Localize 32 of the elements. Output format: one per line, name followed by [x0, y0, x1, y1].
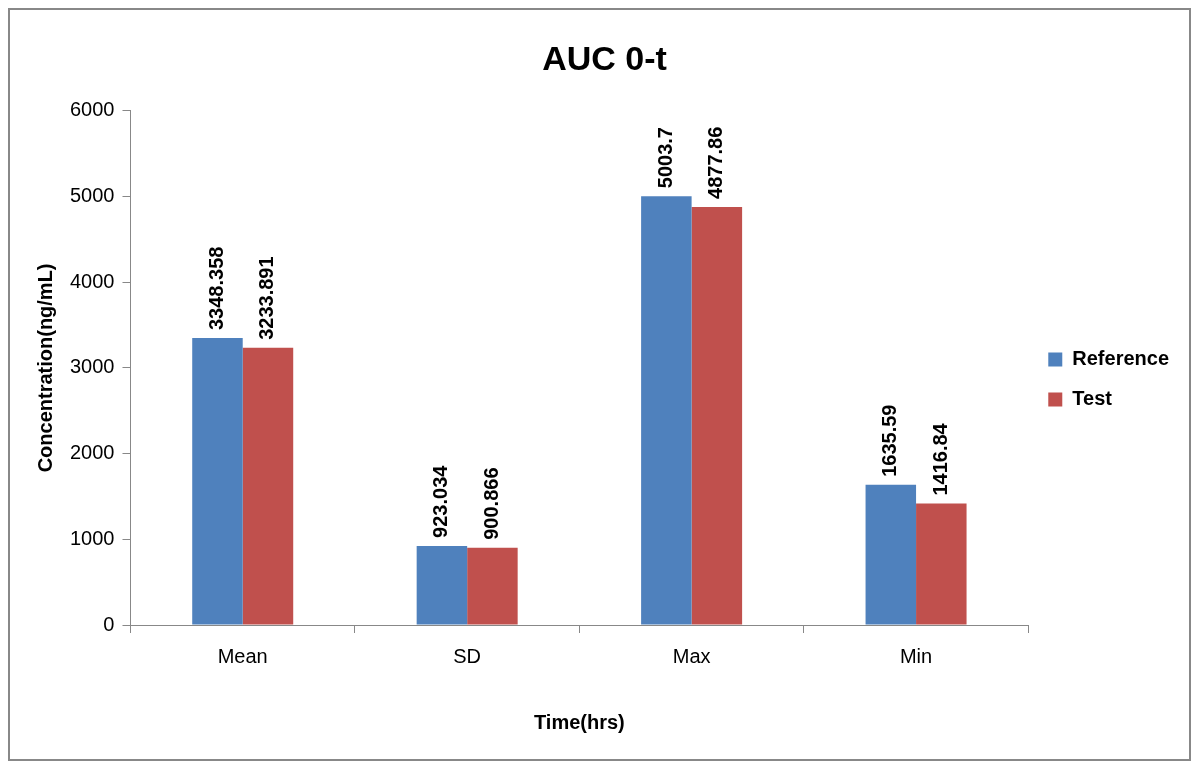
data-label: 1416.84 [928, 422, 951, 496]
y-tick-label: 6000 [69, 98, 115, 121]
y-tick-label: 2000 [69, 441, 115, 464]
y-axis-title: Concentration(ng/mL) [33, 263, 56, 473]
data-label: 900.866 [479, 467, 502, 540]
x-tick-label: Min [899, 644, 933, 667]
legend-label: Test [1072, 387, 1113, 410]
bar [865, 484, 917, 625]
y-tick-label: 3000 [69, 355, 115, 378]
bar [192, 338, 243, 625]
data-label: 4877.86 [704, 126, 727, 199]
y-tick-label: 1000 [69, 526, 115, 549]
bar [467, 547, 518, 625]
chart-title: AUC 0-t [542, 38, 667, 77]
y-tick-label: 0 [103, 612, 115, 635]
data-label: 923.034 [429, 464, 452, 538]
data-label: 3348.358 [204, 246, 227, 331]
data-label: 3233.891 [255, 256, 278, 340]
y-tick-label: 5000 [69, 184, 115, 207]
bar [691, 206, 743, 625]
bar [916, 503, 967, 625]
data-label: 5003.7 [653, 127, 676, 189]
bar [242, 347, 294, 625]
data-label: 1635.59 [878, 404, 901, 477]
x-tick-label: Max [672, 644, 711, 667]
x-axis-title: Time(hrs) [534, 710, 625, 733]
legend-label: Reference [1072, 347, 1169, 370]
x-tick-label: Mean [217, 644, 268, 667]
bar [416, 545, 468, 625]
x-tick-label: SD [453, 644, 482, 667]
y-tick-label: 4000 [69, 269, 115, 292]
bar [641, 196, 692, 625]
